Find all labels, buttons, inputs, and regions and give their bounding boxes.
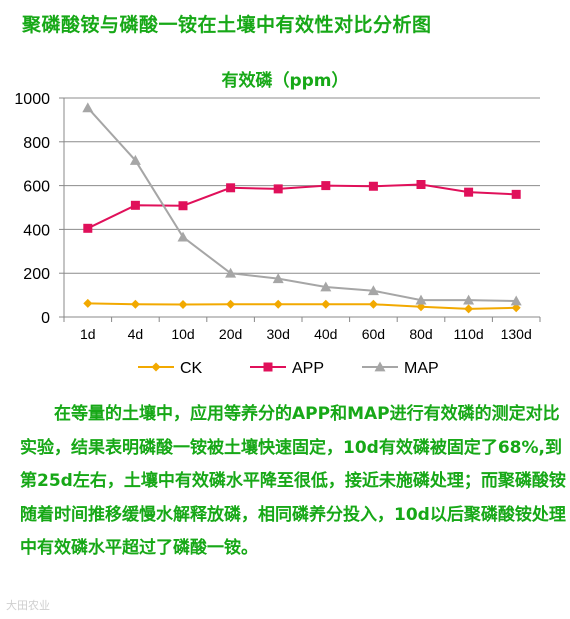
data-point-ck	[130, 299, 140, 309]
line-chart: 0 200 400 600 800 1000 1d 4d 10d 20d 30d 40d 60d 80d…	[14, 91, 541, 377]
data-point-app	[130, 200, 140, 210]
data-point-ck	[321, 299, 331, 309]
data-point-map	[415, 294, 427, 305]
series-line-ck	[87, 302, 517, 310]
x-tick-label: 20d	[219, 326, 242, 342]
x-tick-label: 30d	[267, 326, 290, 342]
data-point-map	[367, 285, 379, 296]
data-point-ck	[368, 299, 378, 309]
chart-legend: CK APP MAP	[138, 360, 439, 377]
data-point-ck	[464, 304, 474, 314]
data-point-app	[511, 189, 521, 199]
y-tick-label: 800	[23, 135, 50, 152]
data-point-map	[510, 295, 522, 306]
x-tick-label: 130d	[501, 326, 532, 342]
chart-title: 有效磷（ppm）	[221, 71, 349, 91]
data-point-app	[416, 180, 426, 190]
legend-marker-map	[374, 361, 386, 372]
data-point-ck	[511, 303, 521, 313]
data-point-app	[273, 184, 283, 194]
data-point-app	[464, 187, 474, 197]
data-point-app	[321, 181, 331, 191]
y-axis-ticks: 0 200 400 600 800 1000	[14, 91, 50, 327]
x-axis-ticks: 1d 4d 10d 20d 30d 40d 60d 80d 110d 130d	[80, 326, 532, 342]
y-tick-label: 1000	[14, 91, 50, 108]
x-tick-label: 60d	[362, 326, 385, 342]
y-tick-label: 600	[23, 179, 50, 196]
description-paragraph: 在等量的土壤中，应用等养分的APP和MAP进行有效磷的测定对比实验，结果表明磷酸…	[20, 404, 566, 558]
chart-grid	[59, 97, 541, 322]
chart-series	[82, 102, 522, 314]
data-point-map	[225, 267, 237, 278]
x-tick-label: 10d	[171, 326, 194, 342]
data-point-map	[320, 281, 332, 292]
data-point-app	[178, 201, 188, 211]
data-point-ck	[83, 298, 93, 308]
page-title: 聚磷酸铵与磷酸一铵在土壤中有效性对比分析图	[22, 14, 432, 36]
watermark: 大田农业	[6, 599, 50, 612]
data-point-map	[463, 294, 475, 305]
x-tick-label: 40d	[314, 326, 337, 342]
x-tick-label: 110d	[454, 326, 484, 342]
legend-label-app: APP	[292, 360, 324, 377]
y-tick-label: 400	[23, 222, 50, 239]
y-tick-label: 200	[23, 266, 50, 283]
x-tick-label: 80d	[409, 326, 432, 342]
series-line-map	[87, 107, 517, 303]
data-point-ck	[226, 299, 236, 309]
data-point-map	[82, 102, 94, 113]
legend-label-ck: CK	[180, 360, 203, 377]
data-point-app	[226, 183, 236, 193]
legend-label-map: MAP	[404, 360, 439, 377]
data-point-ck	[273, 299, 283, 309]
data-point-map	[272, 273, 284, 284]
data-point-map	[177, 231, 189, 242]
x-tick-label: 4d	[128, 326, 144, 342]
legend-marker-app	[263, 362, 273, 372]
x-tick-label: 1d	[80, 326, 96, 342]
data-point-app	[83, 223, 93, 233]
data-point-ck	[178, 300, 188, 310]
data-point-map	[129, 154, 141, 165]
y-tick-label: 0	[41, 310, 50, 327]
legend-marker-ck	[151, 362, 161, 372]
series-line-app	[87, 183, 517, 230]
data-point-app	[368, 181, 378, 191]
